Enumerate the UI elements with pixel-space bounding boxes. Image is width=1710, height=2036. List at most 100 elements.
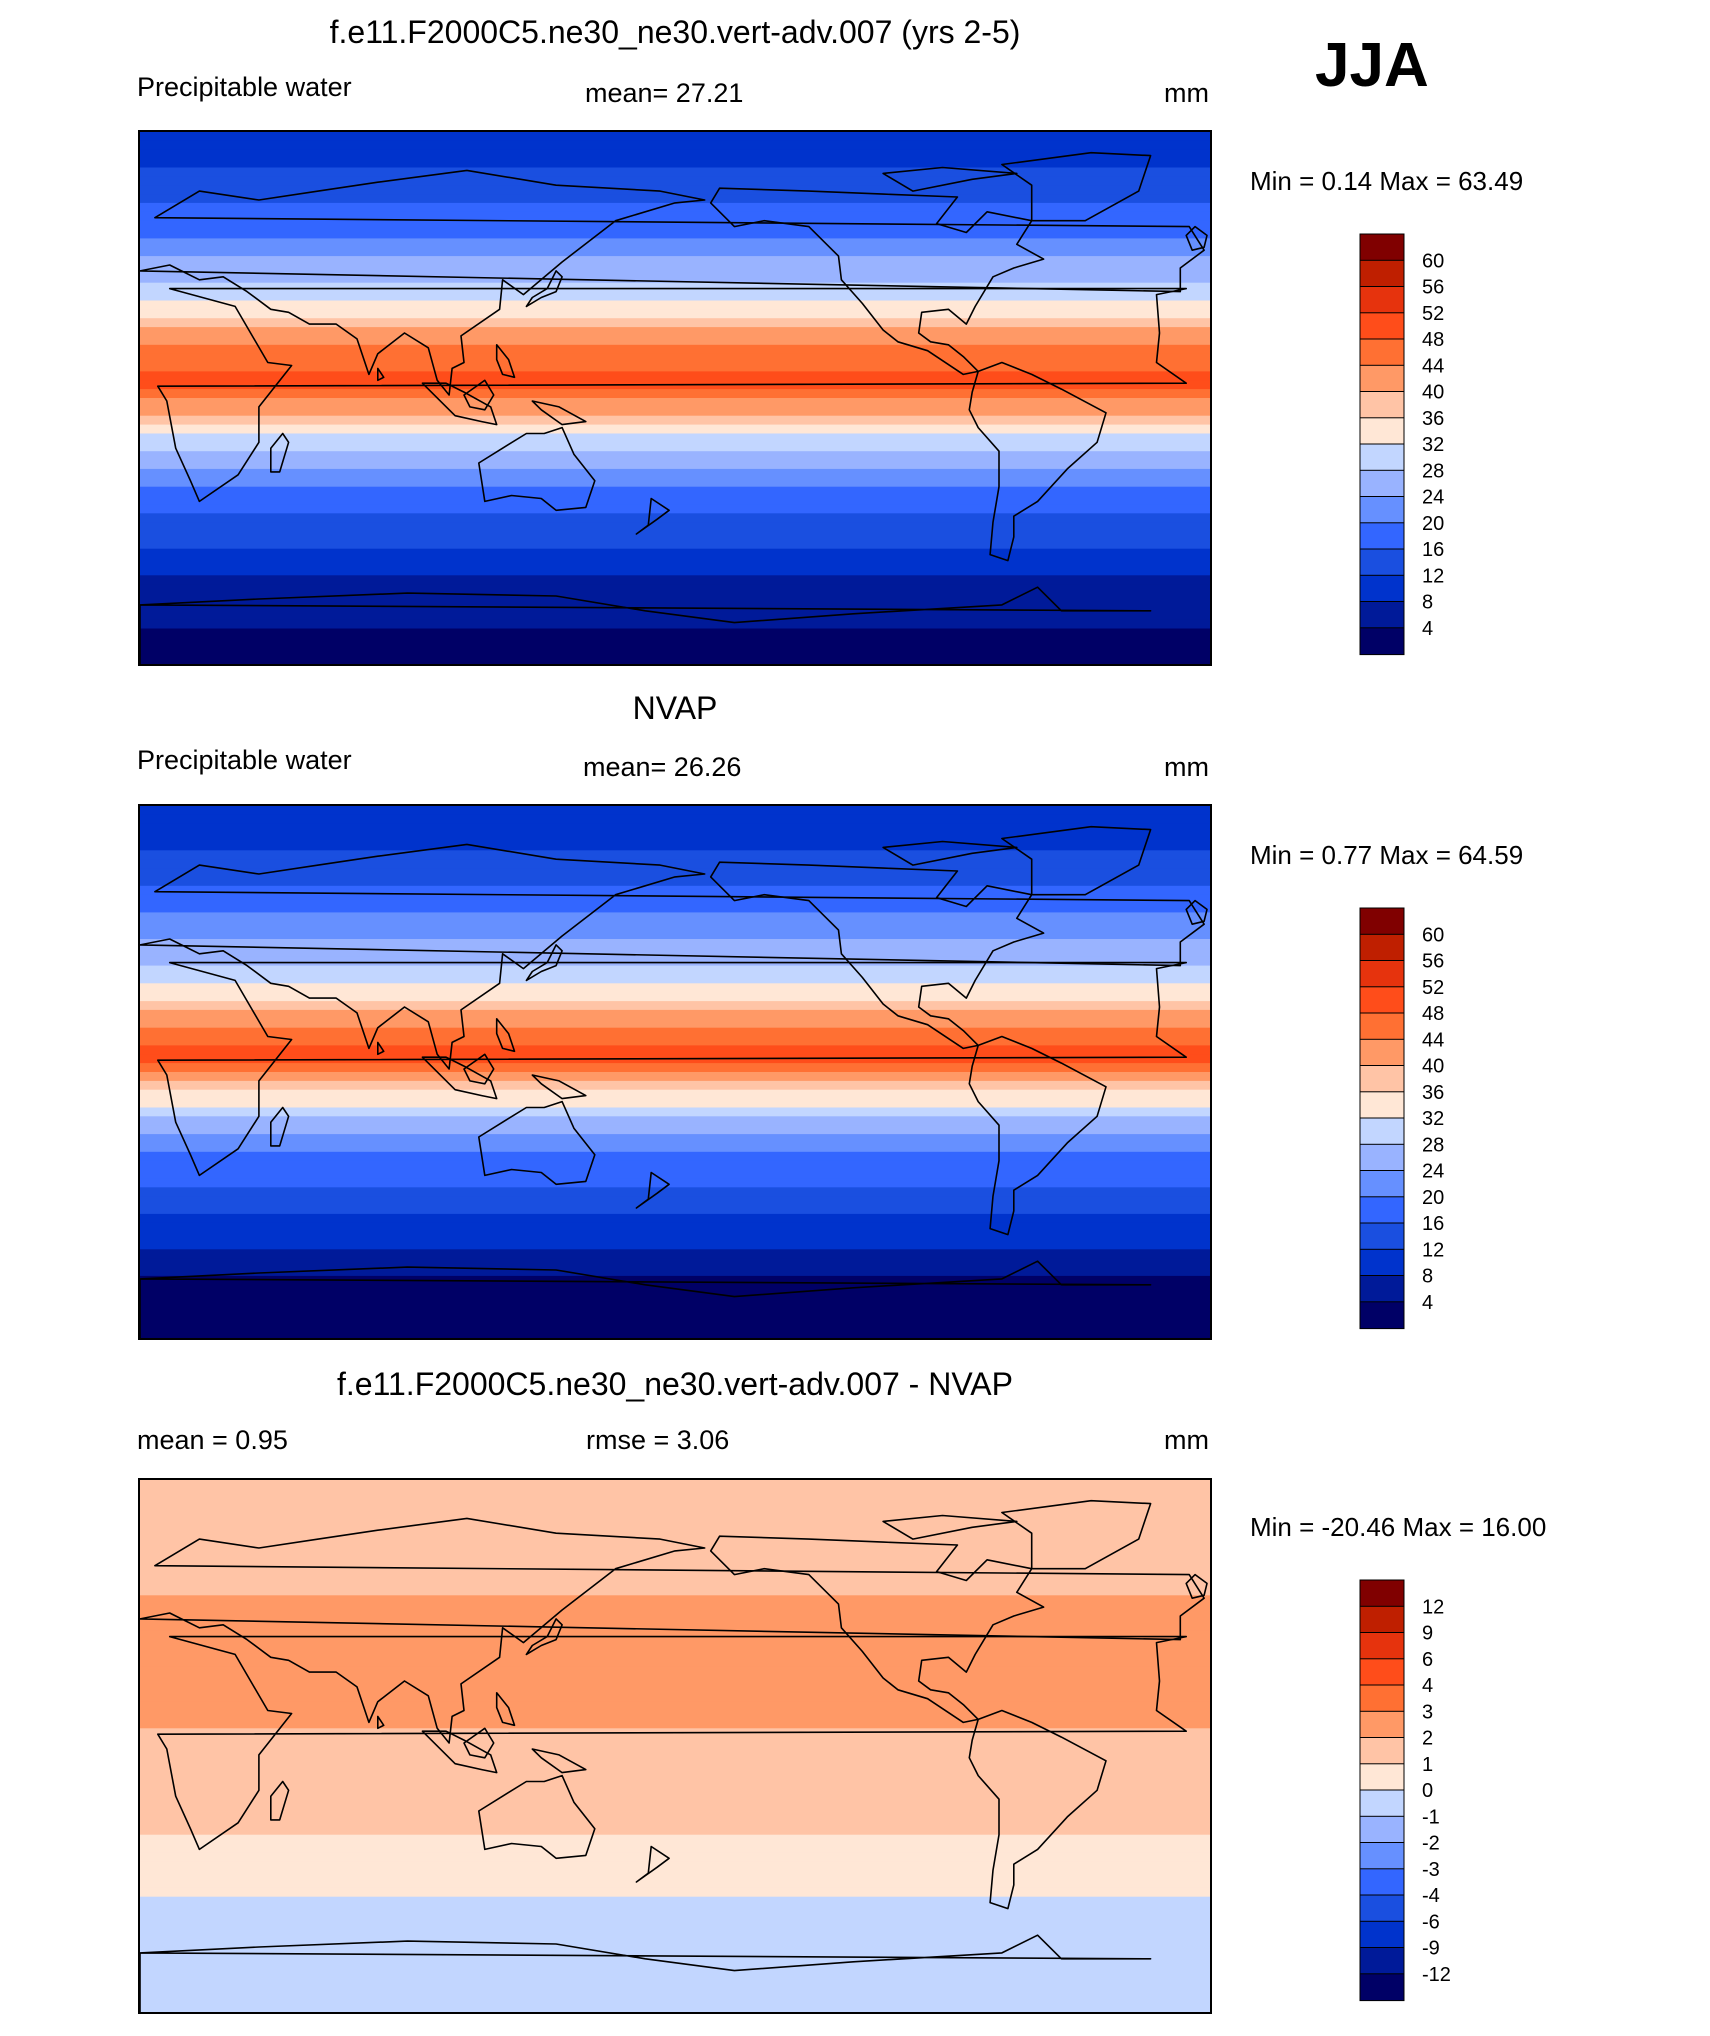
colorbar-tick-label: 24 <box>1422 1161 1444 1183</box>
coastline-africa <box>157 1635 1187 1851</box>
panel-2-minmax: Min = 0.77 Max = 64.59 <box>1250 840 1524 870</box>
panel-2-title: NVAP <box>632 690 718 726</box>
panel-2-colorbar-svg: 60 56 52 48 44 40 36 32 28 24 20 16 12 8 4 <box>1359 907 1444 1330</box>
zonal-band <box>140 1205 1210 1215</box>
colorbar-box <box>1359 1815 1405 1844</box>
colorbar-tick-label: 56 <box>1422 277 1444 299</box>
colorbar-tick-label: 1 <box>1422 1754 1433 1776</box>
zonal-band <box>140 513 1210 524</box>
coastline-philippines <box>495 1018 516 1053</box>
colorbar-box <box>1359 1658 1405 1687</box>
colorbar-tick-label: 56 <box>1422 951 1444 973</box>
panel-3-rmse: rmse = 3.06 <box>586 1425 730 1455</box>
zonal-band <box>140 1258 1210 1269</box>
zonal-band <box>140 1985 1210 1996</box>
zonal-band <box>140 1816 1210 1827</box>
zonal-band <box>140 1932 1210 1943</box>
zonal-band <box>140 424 1210 435</box>
colorbar-box <box>1359 1170 1405 1198</box>
coastline-philippines <box>495 344 516 379</box>
zonal-band <box>140 1621 1210 1632</box>
zonal-band <box>140 1098 1210 1109</box>
zonal-band <box>140 566 1210 577</box>
panel-3-map-svg <box>140 1480 1210 2012</box>
zonal-band <box>140 1550 1210 1561</box>
zonal-band <box>140 1045 1210 1056</box>
colorbar-box <box>1359 601 1405 629</box>
panel-3-colorbar-svg: 12 9 6 4 3 2 1 0 -1 -2 -3 -4 -6 -9 -12 <box>1359 1579 1451 2002</box>
colorbar-tick-label: -12 <box>1422 1964 1451 1986</box>
colorbar-box <box>1359 1789 1405 1818</box>
colorbar-box <box>1359 338 1405 367</box>
zonal-band <box>140 442 1210 453</box>
zonal-band <box>140 406 1210 417</box>
zonal-band <box>140 158 1210 169</box>
colorbar-box <box>1359 1737 1405 1765</box>
zonal-band <box>140 1497 1210 1508</box>
zonal-band <box>140 1506 1210 1517</box>
zonal-band <box>140 1790 1210 1801</box>
zonal-band <box>140 1639 1210 1650</box>
panel-1-units: mm <box>1164 78 1209 108</box>
zonal-band <box>140 868 1210 878</box>
zonal-band <box>140 1595 1210 1606</box>
zonal-band <box>140 1630 1210 1641</box>
zonal-band <box>140 1701 1210 1712</box>
zonal-band <box>140 140 1210 151</box>
colorbar-box <box>1359 627 1405 656</box>
zonal-band <box>140 921 1210 932</box>
zonal-band <box>140 814 1210 825</box>
colorbar-tick-label: -9 <box>1422 1938 1440 1960</box>
zonal-band <box>140 1515 1210 1526</box>
zonal-band <box>140 1843 1210 1854</box>
zonal-band <box>140 1577 1210 1588</box>
colorbar-tick-label: 48 <box>1422 1003 1444 1025</box>
colorbar-tick-label: 40 <box>1422 382 1444 404</box>
colorbar-tick-label: 32 <box>1422 1108 1444 1130</box>
zonal-band <box>140 1533 1210 1544</box>
colorbar-box <box>1359 1684 1405 1713</box>
zonal-band <box>140 300 1210 311</box>
zonal-band <box>140 282 1210 293</box>
zonal-band <box>140 1063 1210 1073</box>
coastline-indonesia <box>421 1730 498 1774</box>
colorbar-box <box>1359 496 1405 524</box>
season-label: JJA <box>1315 31 1429 100</box>
zonal-band <box>140 495 1210 506</box>
colorbar-box <box>1359 1842 1405 1870</box>
coastline-arctic-islands <box>882 1514 1018 1540</box>
colorbar-box <box>1359 233 1405 262</box>
panel-2-units: mm <box>1164 752 1209 782</box>
coastline-indonesia <box>421 382 498 426</box>
coastline-indonesia <box>421 1056 498 1100</box>
zonal-band <box>140 1125 1210 1136</box>
zonal-band <box>140 939 1210 949</box>
zonal-band <box>140 1001 1210 1011</box>
zonal-band <box>140 1666 1210 1677</box>
colorbar-tick-label: -2 <box>1422 1833 1440 1855</box>
zonal-band <box>140 229 1210 240</box>
zonal-band <box>140 344 1210 355</box>
coastline-africa <box>157 287 1187 503</box>
zonal-band <box>140 202 1210 213</box>
zonal-band <box>140 1825 1210 1836</box>
colorbar-box <box>1359 986 1405 1015</box>
zonal-band <box>140 504 1210 515</box>
zonal-band <box>140 1879 1210 1889</box>
zonal-band <box>140 859 1210 870</box>
colorbar-box <box>1359 1196 1405 1225</box>
zonal-band <box>140 194 1210 204</box>
zonal-band <box>140 433 1210 444</box>
zonal-band <box>140 353 1210 364</box>
zonal-band <box>140 1480 1210 1490</box>
zonal-band <box>140 1107 1210 1118</box>
coastline-eurasia <box>140 843 1205 1070</box>
zonal-band <box>140 486 1210 497</box>
colorbar-box <box>1359 1710 1405 1739</box>
zonal-band <box>140 531 1210 541</box>
colorbar-tick-label: 36 <box>1422 408 1444 430</box>
colorbar-tick-label: 40 <box>1422 1056 1444 1078</box>
zonal-band <box>140 1710 1210 1721</box>
zonal-band <box>140 1923 1210 1934</box>
colorbar-box <box>1359 933 1405 962</box>
